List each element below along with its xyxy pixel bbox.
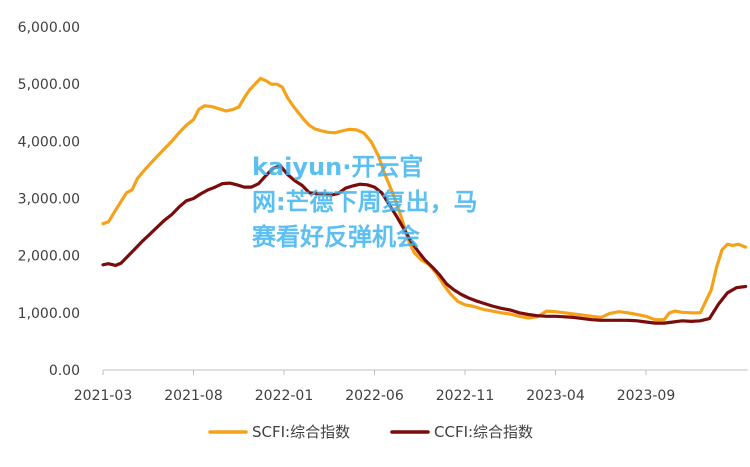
series-line-ccfi xyxy=(101,164,748,325)
y-tick-label: 0.00 xyxy=(49,363,80,379)
x-tick-label: 2021-03 xyxy=(74,388,133,404)
legend-label: SCFI:综合指数 xyxy=(252,423,350,441)
y-axis-ticks: 0.00 1,000.00 2,000.00 3,000.00 4,000.00 5,00… xyxy=(18,20,80,379)
y-tick-label: 5,000.00 xyxy=(18,77,80,93)
y-tick-label: 6,000.00 xyxy=(18,20,80,36)
y-tick-label: 3,000.00 xyxy=(18,192,80,208)
series-layer xyxy=(101,76,748,325)
legend: SCFI:综合指数 CCFI:综合指数 xyxy=(208,423,533,441)
x-tick-label: 2021-08 xyxy=(164,388,223,404)
x-axis: 2021-03 2021-08 2022-01 2022-06 2022-11 2023-… xyxy=(74,369,748,404)
y-tick-label: 4,000.00 xyxy=(18,134,80,150)
x-tick-label: 2022-01 xyxy=(255,388,314,404)
x-tick-label: 2023-09 xyxy=(617,388,676,404)
x-tick-label: 2022-11 xyxy=(436,388,495,404)
y-tick-label: 2,000.00 xyxy=(18,249,80,265)
y-tick-label: 1,000.00 xyxy=(18,306,80,322)
x-tick-label: 2023-04 xyxy=(526,388,585,404)
series-line-scfi xyxy=(101,76,748,322)
legend-label: CCFI:综合指数 xyxy=(434,423,533,441)
x-tick-label: 2022-06 xyxy=(345,388,404,404)
